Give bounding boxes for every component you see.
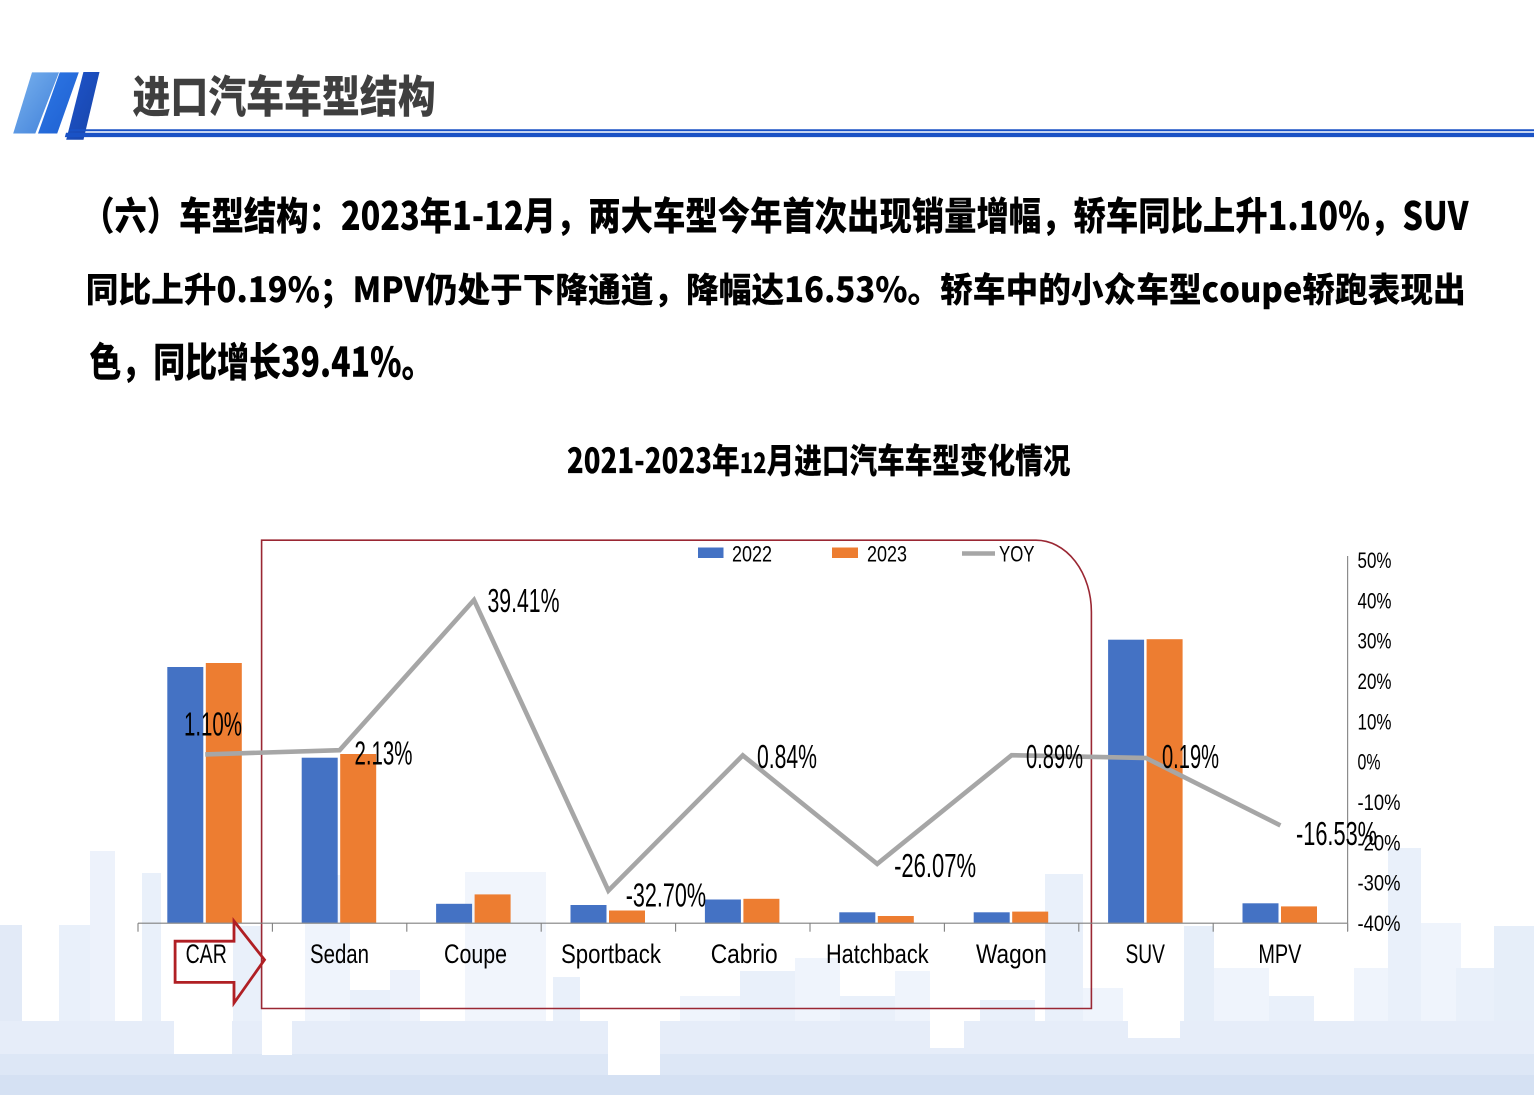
svg-text:-20%: -20% bbox=[1358, 830, 1401, 855]
svg-text:30%: 30% bbox=[1358, 629, 1392, 654]
svg-text:Coupe: Coupe bbox=[444, 939, 507, 969]
svg-text:-26.07%: -26.07% bbox=[894, 847, 976, 884]
svg-text:50%: 50% bbox=[1358, 548, 1392, 573]
svg-text:1.10%: 1.10% bbox=[184, 706, 242, 743]
svg-text:10%: 10% bbox=[1358, 709, 1392, 734]
svg-text:CAR: CAR bbox=[186, 939, 227, 969]
svg-text:MPV: MPV bbox=[1258, 939, 1301, 969]
svg-text:Hatchback: Hatchback bbox=[826, 939, 929, 969]
svg-text:39.41%: 39.41% bbox=[488, 582, 560, 619]
svg-text:-10%: -10% bbox=[1358, 790, 1401, 815]
svg-text:Sportback: Sportback bbox=[561, 939, 662, 969]
svg-text:0.89%: 0.89% bbox=[1026, 738, 1083, 775]
svg-text:20%: 20% bbox=[1358, 669, 1392, 694]
svg-text:YOY: YOY bbox=[999, 542, 1035, 567]
svg-text:0.84%: 0.84% bbox=[757, 738, 817, 775]
svg-text:2023: 2023 bbox=[867, 542, 907, 567]
svg-text:SUV: SUV bbox=[1126, 939, 1166, 969]
svg-text:Sedan: Sedan bbox=[310, 939, 369, 969]
svg-text:Wagon: Wagon bbox=[976, 939, 1047, 969]
svg-text:Cabrio: Cabrio bbox=[711, 939, 778, 969]
svg-text:0%: 0% bbox=[1358, 750, 1381, 775]
svg-text:2022: 2022 bbox=[732, 542, 772, 567]
svg-text:-16.53%: -16.53% bbox=[1296, 815, 1377, 852]
svg-text:40%: 40% bbox=[1358, 588, 1392, 613]
svg-text:-30%: -30% bbox=[1358, 871, 1401, 896]
svg-text:-32.70%: -32.70% bbox=[626, 877, 706, 914]
svg-text:0.19%: 0.19% bbox=[1162, 738, 1219, 775]
svg-text:-40%: -40% bbox=[1358, 911, 1401, 936]
svg-text:2.13%: 2.13% bbox=[355, 735, 413, 772]
